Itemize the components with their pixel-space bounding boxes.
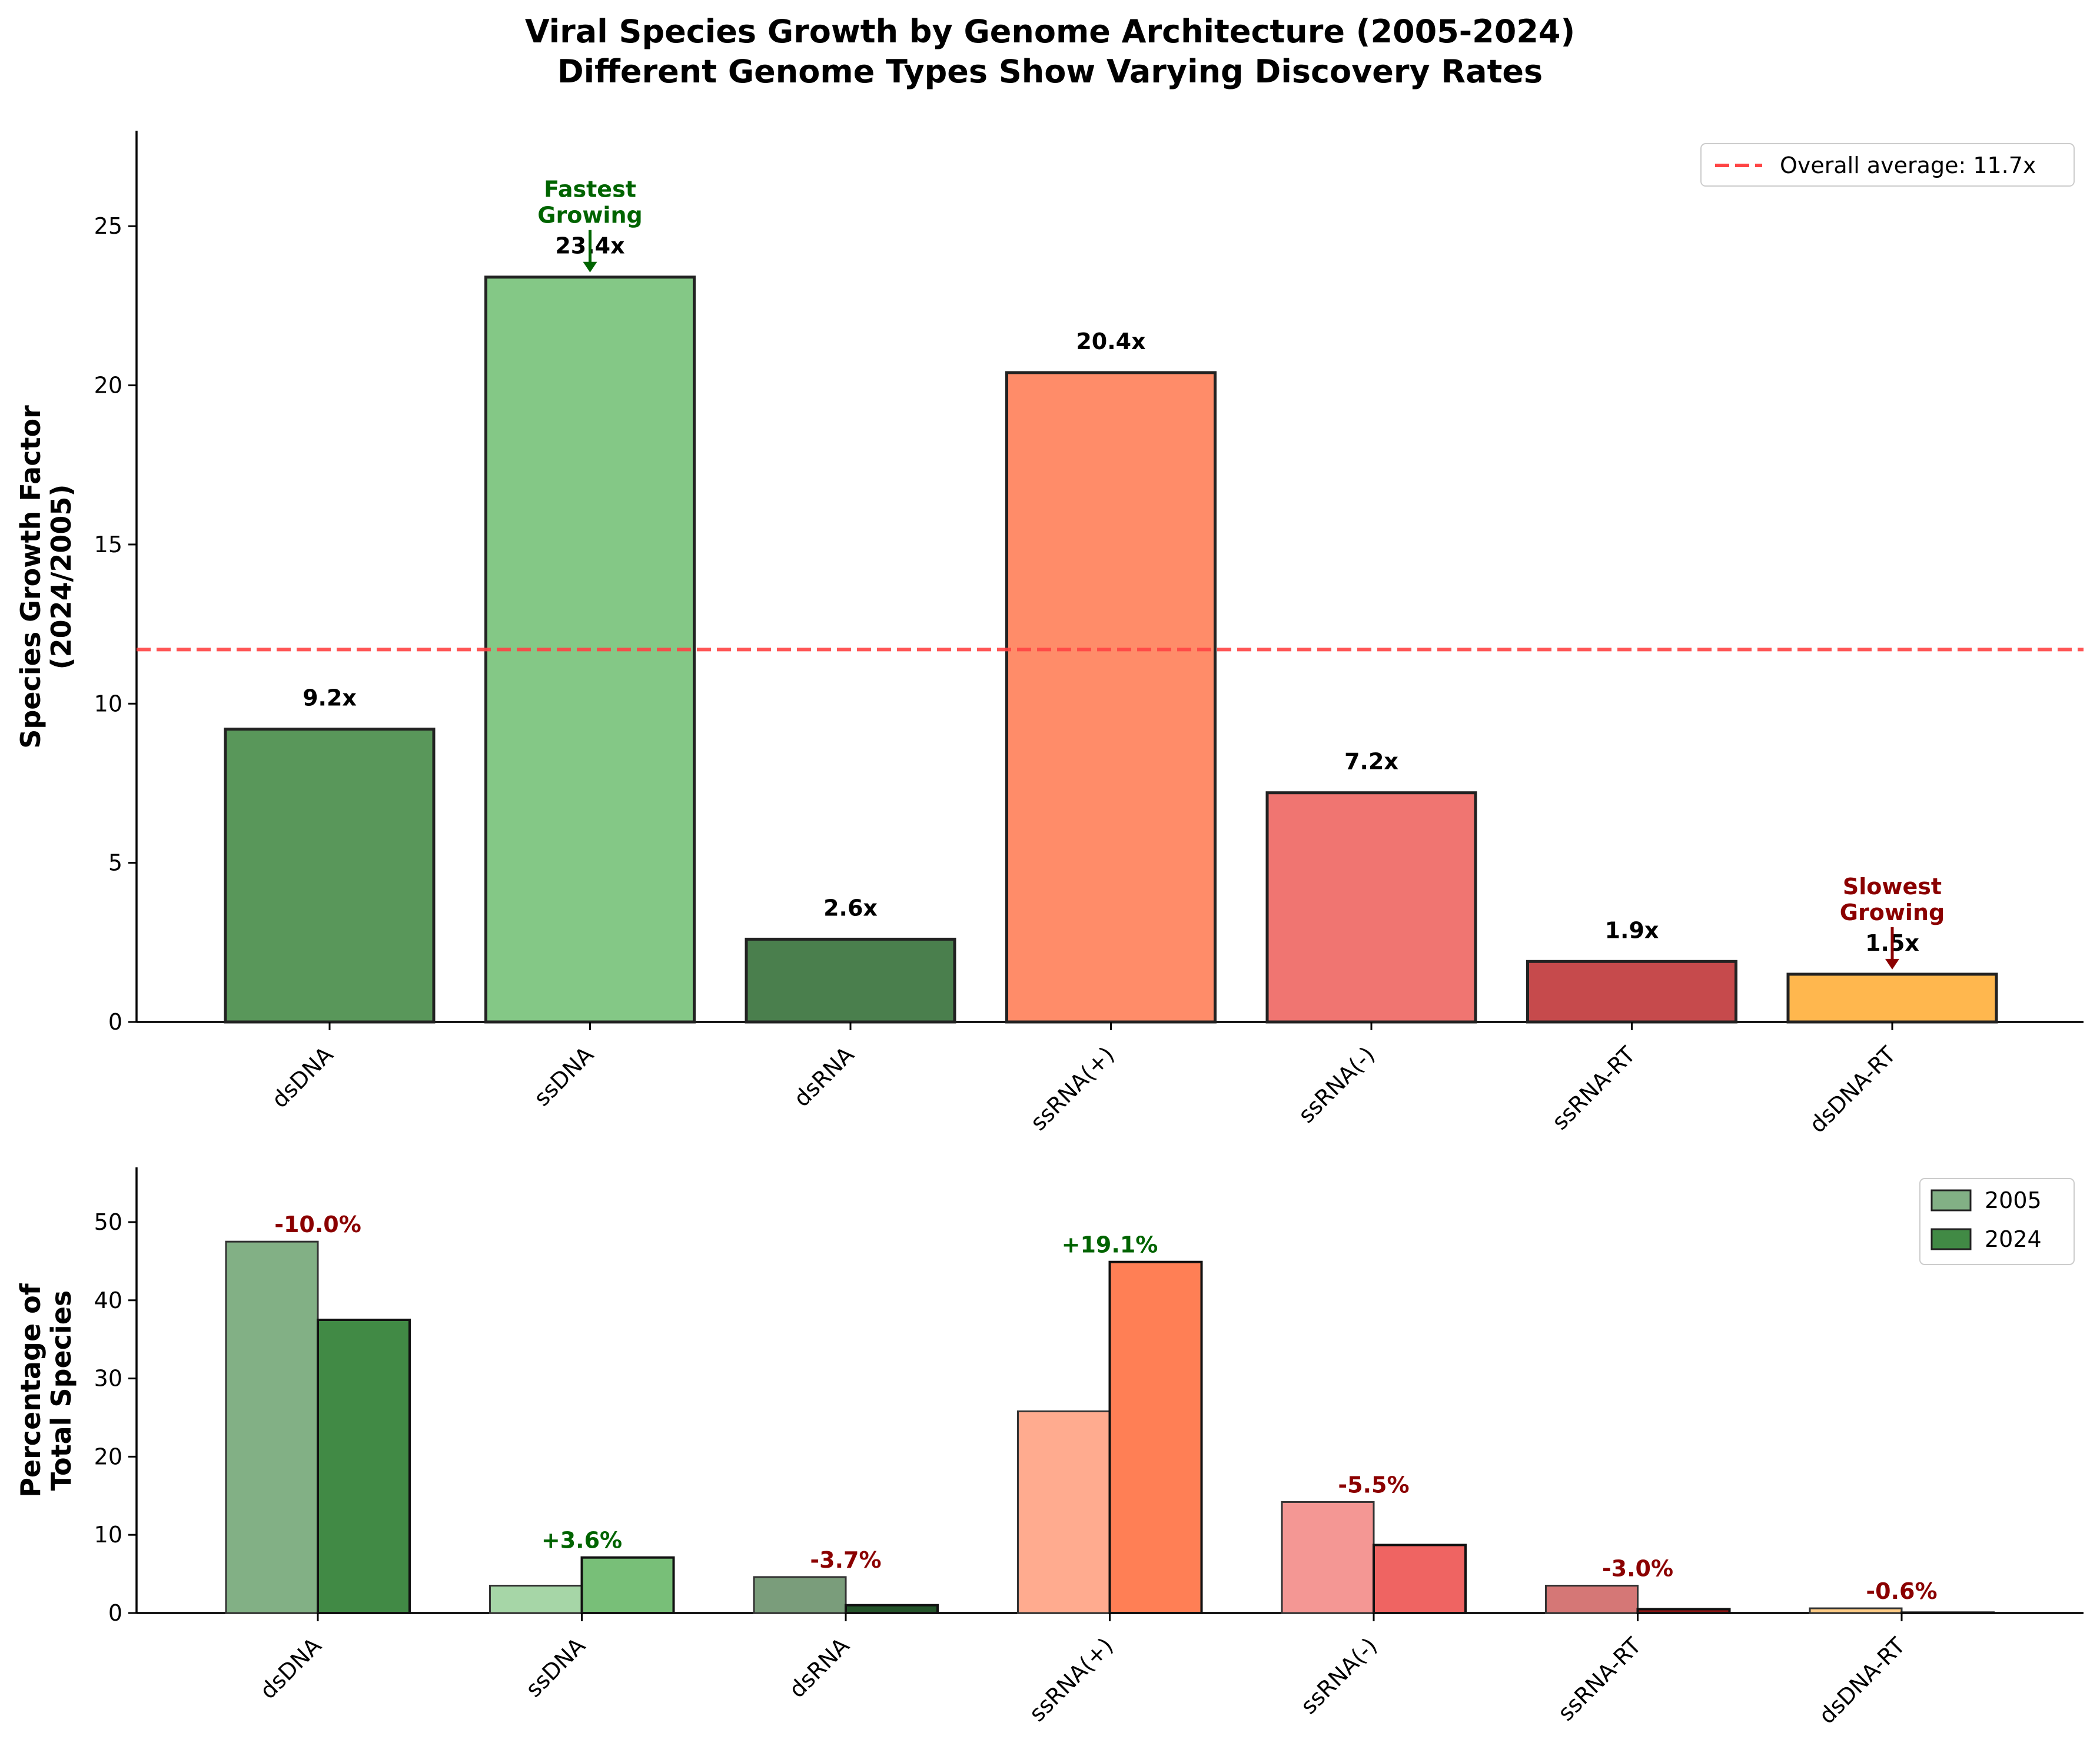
change-label: -5.5% — [1338, 1472, 1409, 1498]
top-y-tick-label: 10 — [94, 691, 122, 716]
bar-2005-dsRNA — [753, 1576, 847, 1614]
bar-2024-ssRNA-RT — [1636, 1608, 1731, 1614]
annotation-label-line1: Slowest — [1843, 874, 1942, 900]
change-label: -10.0% — [274, 1212, 361, 1237]
bar-2024-ssDNA — [580, 1556, 675, 1615]
bar-2005-dsDNA — [225, 1240, 319, 1614]
bottom-x-tick-label: dsDNA — [255, 1632, 326, 1704]
change-label: +3.6% — [541, 1528, 622, 1554]
bottom-legend-label-2024: 2024 — [1985, 1226, 2042, 1252]
bar-2024-ssRNA(+) — [1108, 1260, 1203, 1615]
growth-factor-chart: Species Growth Factor (2024/2005) 0 5 10 15… — [15, 131, 2084, 1138]
bar-dsRNA — [745, 937, 956, 1024]
annotation-label-line2: Growing — [537, 203, 642, 228]
top-x-tick-label: ssRNA(+) — [1025, 1041, 1119, 1136]
bottom-x-tick-label: ssRNA-RT — [1553, 1632, 1646, 1726]
top-x-tick-label: dsDNA — [267, 1041, 338, 1113]
bottom-x-tick-label: ssRNA(-) — [1295, 1632, 1382, 1719]
change-label: +19.1% — [1062, 1232, 1158, 1258]
top-x-tick-label: ssDNA — [529, 1041, 599, 1111]
top-y-tick-label: 20 — [94, 373, 122, 399]
top-y-axis-label-line2: (2024/2005) — [45, 484, 77, 670]
top-y-tick-label: 0 — [108, 1009, 122, 1035]
bar-2005-dsDNA-RT — [1809, 1607, 1903, 1614]
top-x-tick-label: ssRNA(-) — [1293, 1041, 1380, 1128]
bar-2005-ssRNA(+) — [1017, 1410, 1111, 1614]
bottom-x-tick-label: ssDNA — [521, 1632, 590, 1702]
bar-value-label: 9.2x — [303, 685, 357, 711]
annotation-arrow-head — [1885, 958, 1899, 970]
species-percentage-chart: Percentage of Total Species 0 10 20 30 40 50 -… — [15, 1167, 2084, 1729]
bottom-x-tick-label: ssRNA(+) — [1024, 1632, 1118, 1727]
bar-2024-dsRNA — [845, 1604, 939, 1614]
bottom-legend: 2005 2024 — [1919, 1178, 2075, 1265]
top-x-tick-label: dsDNA-RT — [1805, 1041, 1901, 1138]
top-legend-label: Overall average: 11.7x — [1780, 152, 2036, 178]
bar-ssRNA(-) — [1265, 791, 1477, 1024]
top-y-tick-label: 15 — [94, 532, 122, 557]
bar-dsDNA-RT — [1786, 973, 1998, 1024]
chart-title-line1: Viral Species Growth by Genome Architect… — [525, 13, 1575, 50]
bottom-y-tick-label: 50 — [94, 1209, 122, 1235]
bar-value-label: 1.9x — [1605, 917, 1659, 943]
bar-value-label: 20.4x — [1076, 328, 1145, 354]
bar-2024-dsDNA-RT — [1900, 1611, 1995, 1614]
bar-value-label: 2.6x — [823, 895, 878, 921]
top-y-tick-label: 25 — [94, 213, 122, 239]
top-legend-frame — [1700, 143, 2075, 187]
top-y-axis-label-line1: Species Growth Factor — [15, 405, 46, 749]
bar-2005-ssDNA — [489, 1585, 583, 1614]
bottom-y-axis-label-line1: Percentage of — [15, 1283, 46, 1498]
bottom-y-tick-label: 40 — [94, 1287, 122, 1313]
bar-2024-dsDNA — [317, 1318, 411, 1614]
change-label: -0.6% — [1866, 1578, 1937, 1604]
bottom-y-axis-label-line2: Total Species — [45, 1290, 77, 1491]
chart-title-line2: Different Genome Types Show Varying Disc… — [557, 53, 1543, 90]
bottom-legend-label-2005: 2005 — [1985, 1187, 2042, 1213]
bottom-y-tick-label: 20 — [94, 1443, 122, 1469]
change-label: -3.7% — [810, 1547, 881, 1573]
bottom-y-tick-label: 0 — [108, 1600, 122, 1626]
bottom-x-tick-label: dsRNA — [784, 1632, 854, 1702]
bottom-legend-swatch-2005 — [1930, 1189, 1972, 1212]
bar-2005-ssRNA-RT — [1545, 1585, 1639, 1614]
top-x-tick-label: ssRNA-RT — [1547, 1041, 1640, 1135]
bar-2005-ssRNA(-) — [1281, 1501, 1375, 1614]
bar-ssRNA(+) — [1005, 371, 1217, 1024]
bar-2024-ssRNA(-) — [1373, 1544, 1467, 1615]
bottom-y-tick-label: 10 — [94, 1522, 122, 1548]
change-label: -3.0% — [1602, 1556, 1673, 1582]
annotation-label-line2: Growing — [1840, 900, 1945, 925]
top-y-tick-label: 5 — [108, 850, 122, 876]
top-legend: Overall average: 11.7x — [1700, 143, 2075, 187]
bar-dsDNA — [224, 728, 436, 1024]
annotation-label-line1: Fastest — [544, 177, 636, 203]
top-x-tick-label: dsRNA — [789, 1041, 859, 1111]
bar-ssRNA-RT — [1526, 960, 1737, 1024]
bottom-y-tick-label: 30 — [94, 1366, 122, 1392]
bottom-x-tick-label: dsDNA-RT — [1814, 1632, 1910, 1729]
annotation-arrow-head — [583, 261, 597, 273]
bottom-legend-swatch-2024 — [1930, 1228, 1972, 1250]
bar-value-label: 7.2x — [1344, 749, 1398, 775]
